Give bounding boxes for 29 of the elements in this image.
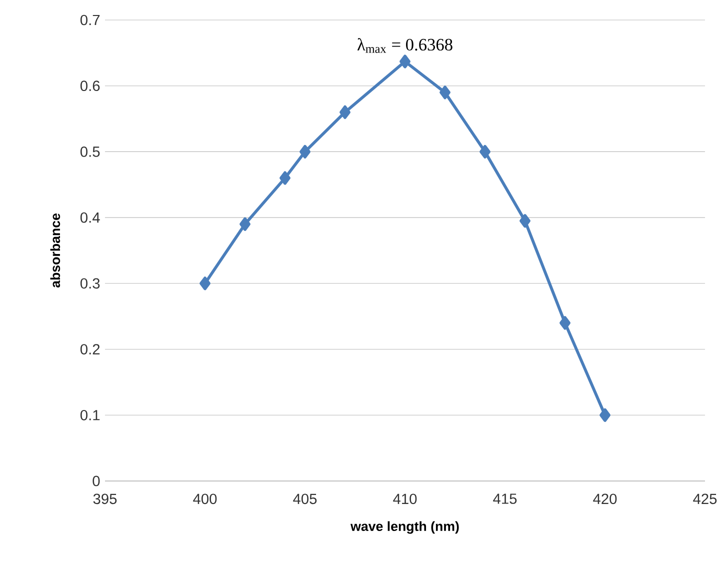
point (280, 171, 290, 185)
x-tick-label: 395 (93, 494, 117, 504)
x-tick-label: 420 (593, 494, 617, 504)
point (600, 408, 610, 422)
y-tick-label: 0.7 (80, 14, 100, 26)
point (340, 105, 350, 119)
point (400, 54, 410, 68)
y-tick-label: 0.4 (80, 212, 100, 223)
x-tick-label: 405 (293, 494, 317, 504)
y-tick-label: 0.6 (80, 80, 100, 92)
y-tick-label: 0.3 (80, 278, 100, 289)
y-tick-label: 0.2 (80, 344, 100, 354)
point (520, 214, 530, 228)
y-tick-label: 0.1 (80, 410, 100, 420)
annotation: λ$_{max}$ = 0.6368 (357, 38, 452, 53)
x-axis-title: wave length (nm) (350, 521, 459, 534)
y-tick-label: 0.5 (80, 146, 100, 157)
point (300, 144, 310, 159)
point (240, 217, 250, 231)
x-tick-label: 400 (193, 494, 217, 504)
point (440, 86, 450, 100)
y-tick-label: 0 (92, 476, 100, 486)
y-axis-title: absorbance (50, 214, 60, 288)
point (560, 316, 570, 330)
x-tick-label: 415 (493, 494, 517, 504)
point (480, 144, 490, 159)
x-tick-label: 410 (393, 494, 417, 504)
x-tick-label: 425 (693, 494, 717, 504)
point (200, 276, 210, 290)
